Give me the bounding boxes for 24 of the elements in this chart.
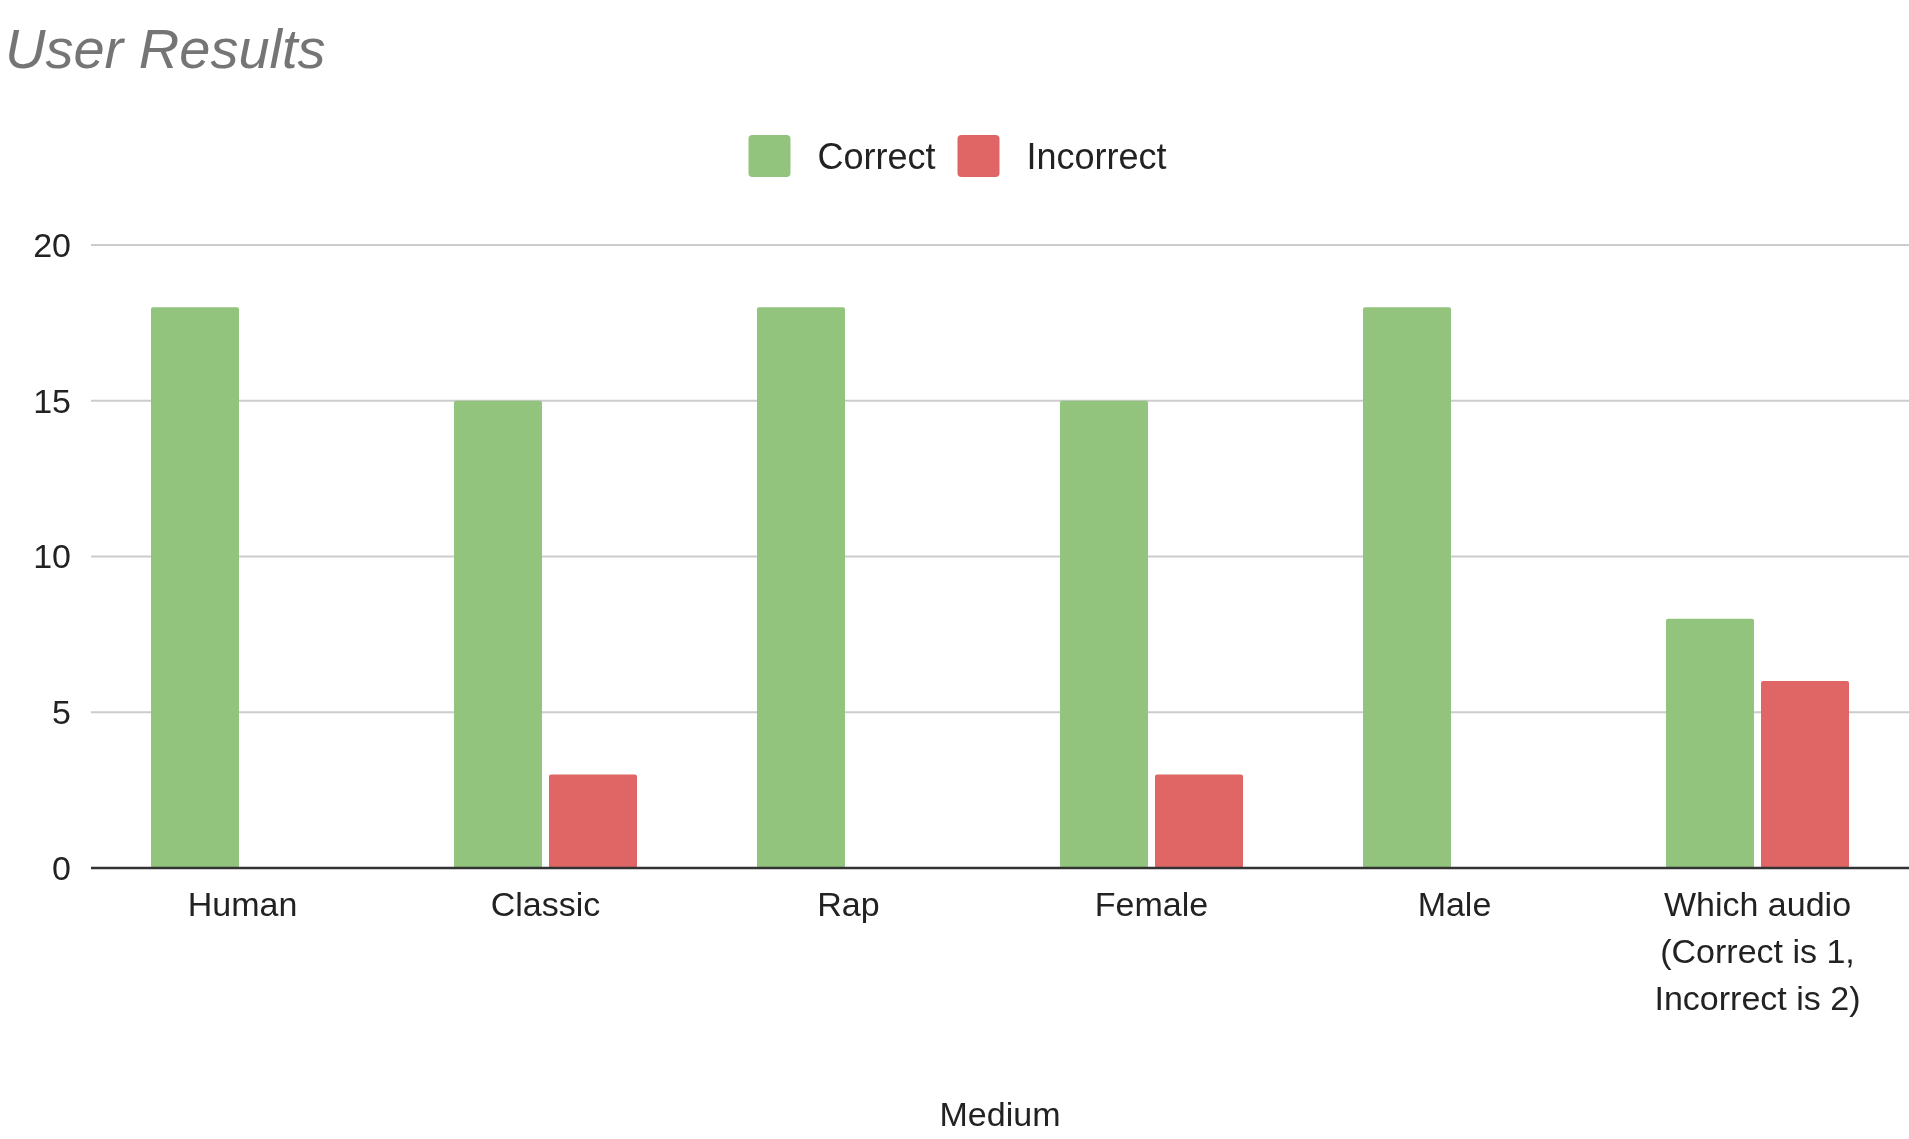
bar [454,400,542,868]
bar [1363,307,1451,868]
y-tick-label: 5 [52,693,71,732]
bar [757,307,845,868]
y-tick-label: 0 [52,848,71,887]
x-tick-label: Female [1094,885,1209,923]
x-tick-label: Rap [817,885,880,923]
legend-label: Correct [817,135,936,177]
legend-label: Incorrect [1026,135,1167,177]
bar [1761,681,1849,868]
bar [1060,400,1148,868]
x-tick-label: Which audio (Correct is 1, Incorrect is 2) [1654,885,1861,1017]
bar [151,307,239,868]
y-tick-label: 20 [33,225,71,264]
bar [549,774,637,868]
chart-title: User Results [5,17,326,80]
y-tick-label: 10 [33,537,71,576]
bar [1666,618,1754,868]
x-tick-label: Classic [490,885,601,923]
bar [1155,774,1243,868]
x-tick-label: Male [1417,885,1492,923]
x-tick-label: Human [187,885,298,923]
x-axis-title: Medium [939,1095,1061,1133]
y-tick-label: 15 [33,381,71,420]
